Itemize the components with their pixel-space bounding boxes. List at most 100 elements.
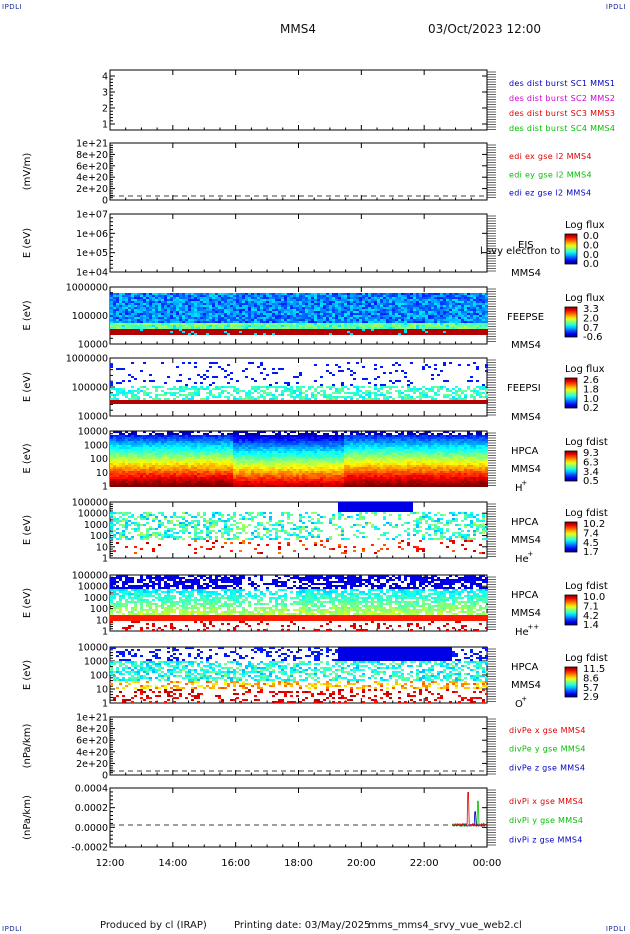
heatmap-cell — [323, 394, 326, 396]
heatmap-cell — [326, 311, 329, 313]
heatmap-cell — [113, 333, 116, 335]
heatmap-cell — [251, 331, 254, 333]
heatmap-cell — [374, 394, 377, 396]
heatmap-cell — [485, 313, 488, 315]
heatmap-cell — [281, 307, 284, 309]
heatmap-cell — [200, 465, 203, 467]
heatmap-cell — [278, 301, 281, 303]
heatmap-cell — [179, 457, 182, 459]
heatmap-cell — [347, 396, 350, 398]
heatmap-cell — [188, 299, 191, 301]
heatmap-cell — [131, 396, 134, 398]
heatmap-cell — [263, 295, 266, 297]
heatmap-cell — [470, 309, 473, 311]
heatmap-cell — [113, 479, 116, 481]
heatmap-cell — [290, 315, 293, 317]
heatmap-cell — [149, 297, 152, 299]
heatmap-cell — [338, 333, 341, 335]
heatmap-cell — [320, 402, 323, 404]
heatmap-cell — [272, 372, 275, 374]
heatmap-cell — [365, 309, 368, 311]
heatmap-cell — [287, 333, 290, 335]
heatmap-cell — [152, 321, 155, 323]
heatmap-cell — [305, 303, 308, 305]
heatmap-cell — [377, 325, 380, 327]
heatmap-cell — [437, 319, 440, 321]
heatmap-cell — [368, 303, 371, 305]
heatmap-cell — [443, 309, 446, 311]
heatmap-cell — [137, 317, 140, 319]
heatmap-cell — [125, 467, 128, 469]
heatmap-cell — [299, 331, 302, 333]
heatmap-cell — [119, 441, 122, 443]
heatmap-cell — [188, 400, 191, 402]
heatmap-cell — [263, 301, 266, 303]
heatmap-cell — [338, 293, 341, 295]
heatmap-cell — [221, 392, 224, 394]
heatmap-cell — [449, 331, 452, 333]
heatmap-cell — [335, 390, 338, 392]
heatmap-cell — [257, 388, 260, 390]
heatmap-cell — [134, 402, 137, 404]
heatmap-cell — [125, 297, 128, 299]
heatmap-cell — [380, 333, 383, 335]
heatmap-cell — [404, 317, 407, 319]
heatmap-cell — [125, 457, 128, 459]
heatmap-cell — [305, 402, 308, 404]
heatmap-cell — [467, 331, 470, 333]
heatmap-cell — [308, 317, 311, 319]
heatmap-cell — [437, 313, 440, 315]
heatmap-cell — [176, 380, 179, 382]
heatmap-cell — [485, 307, 488, 309]
heatmap-cell — [401, 303, 404, 305]
heatmap-cell — [278, 315, 281, 317]
heatmap-cell — [215, 299, 218, 301]
heatmap-cell — [116, 305, 119, 307]
heatmap-cell — [134, 396, 137, 398]
heatmap-cell — [266, 402, 269, 404]
heatmap-cell — [122, 394, 125, 396]
heatmap-cell — [287, 382, 290, 384]
heatmap-cell — [221, 327, 224, 329]
heatmap-cell — [353, 372, 356, 374]
heatmap-cell — [152, 453, 155, 455]
heatmap-cell — [401, 370, 404, 372]
heatmap-cell — [260, 396, 263, 398]
heatmap-cell — [218, 305, 221, 307]
heatmap-cell — [155, 461, 158, 463]
heatmap-cell — [158, 469, 161, 471]
colorbar-tick-label: 0.0 — [583, 240, 599, 251]
heatmap-cell — [170, 305, 173, 307]
heatmap-cell — [341, 331, 344, 333]
heatmap-cell — [119, 315, 122, 317]
heatmap-cell — [173, 473, 176, 475]
panel-frame — [109, 213, 488, 273]
heatmap-cell — [407, 333, 410, 335]
heatmap-cell — [440, 311, 443, 313]
heatmap-cell — [209, 392, 212, 394]
heatmap-cell — [179, 374, 182, 376]
heatmap-cell — [476, 307, 479, 309]
heatmap-cell — [479, 323, 482, 325]
heatmap-cell — [398, 299, 401, 301]
heatmap-cell — [251, 323, 254, 325]
heatmap-cell — [146, 301, 149, 303]
heatmap-cell — [197, 459, 200, 461]
heatmap-cell — [185, 295, 188, 297]
heatmap-cell — [161, 317, 164, 319]
heatmap-cell — [194, 301, 197, 303]
heatmap-cell — [305, 309, 308, 311]
heatmap-cell — [338, 311, 341, 313]
heatmap-cell — [167, 469, 170, 471]
heatmap-cell — [230, 386, 233, 388]
heatmap-cell — [119, 457, 122, 459]
heatmap-cell — [272, 323, 275, 325]
heatmap-cell — [278, 319, 281, 321]
heatmap-cell — [179, 333, 182, 335]
heatmap-cell — [437, 327, 440, 329]
heatmap-cell — [260, 293, 263, 295]
heatmap-cell — [128, 479, 131, 481]
heatmap-cell — [305, 333, 308, 335]
heatmap-cell — [173, 477, 176, 479]
heatmap-cell — [464, 394, 467, 396]
